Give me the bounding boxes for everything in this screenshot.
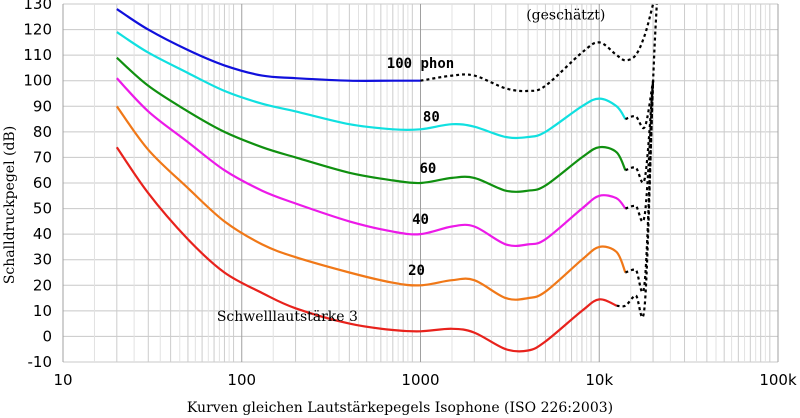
y-axis-title: Schalldruckpegel (dB)	[2, 126, 18, 284]
annotation-label: 80	[423, 110, 440, 126]
series-lines	[115, 3, 658, 353]
annotation-label: 100 phon	[387, 56, 454, 72]
y-tick-label: 70	[33, 148, 52, 166]
series-estimate-40	[625, 80, 655, 223]
x-tick-label: 10	[53, 371, 72, 389]
annotation-label: Schwelllautstärke 3	[217, 309, 358, 325]
series-estimate-100-phon	[420, 3, 655, 93]
y-tick-label: -10	[28, 353, 53, 371]
series-estimate-80	[625, 80, 655, 130]
series-line-100-phon	[116, 8, 421, 82]
series-estimate-schwelllautst-rke-3	[616, 3, 658, 319]
y-tick-labels: -10 0 10 20 30 40 50 60 70 80 90 100 110 120 130	[23, 0, 52, 371]
annotations: (geschätzt) 100 phon 80 60 40 20 Schwelllautst…	[217, 7, 606, 325]
y-tick-label: 100	[23, 72, 52, 90]
y-tick-label: 120	[23, 21, 52, 39]
annotation-label: 60	[419, 161, 436, 177]
series-line-40	[116, 77, 627, 248]
y-tick-label: 30	[33, 251, 52, 269]
series-line-20	[115, 105, 627, 301]
series-line-60	[116, 56, 627, 193]
y-tick-label: 0	[42, 327, 52, 345]
x-tick-label: 100k	[759, 371, 797, 389]
x-tick-label: 100	[227, 371, 256, 389]
x-axis-title: Kurven gleichen Lautstärkepegels Isophon…	[187, 400, 613, 416]
x-tick-labels: 10 100 1000 10k 100k	[53, 371, 797, 389]
y-tick-label: 110	[23, 46, 52, 64]
y-tick-label: 40	[33, 225, 52, 243]
annotation-label: (geschätzt)	[526, 7, 605, 23]
y-tick-label: 60	[33, 174, 52, 192]
x-tick-label: 1000	[401, 371, 439, 389]
y-tick-label: 20	[33, 276, 52, 294]
annotation-label: 40	[412, 212, 429, 228]
series-line-80	[116, 31, 627, 140]
y-tick-label: 130	[23, 0, 52, 13]
y-tick-label: 10	[33, 302, 52, 320]
x-tick-label: 10k	[585, 371, 613, 389]
y-tick-label: 90	[33, 97, 52, 115]
series-estimate-20	[625, 80, 655, 293]
annotation-label: 20	[408, 263, 425, 279]
y-tick-label: 50	[33, 200, 52, 218]
series-line-schwelllautst-rke-3	[115, 146, 618, 353]
series-estimate-60	[625, 80, 655, 184]
y-tick-label: 80	[33, 123, 52, 141]
